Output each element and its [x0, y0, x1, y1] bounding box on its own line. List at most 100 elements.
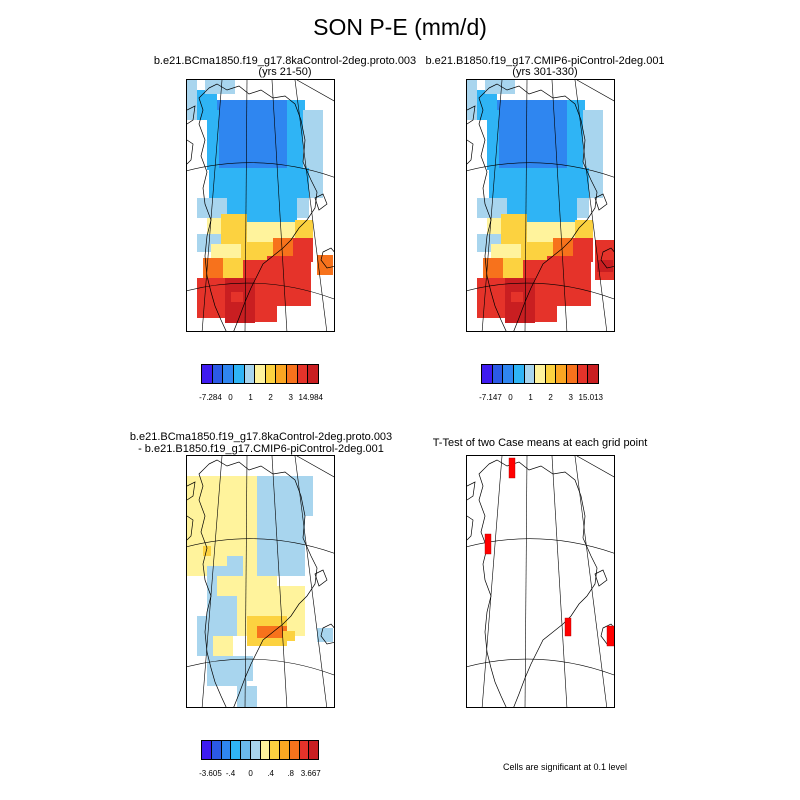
field-cell: [535, 282, 557, 322]
field-cell: [567, 100, 585, 170]
field-cell: [209, 168, 309, 198]
field-cell: [203, 546, 211, 556]
field-cell: [485, 80, 515, 94]
field-cell: [491, 244, 521, 258]
latitude-line: [296, 456, 334, 478]
panel3-map-svg: [187, 456, 334, 707]
meridian-line: [201, 80, 223, 331]
field-cell: [273, 238, 295, 260]
colorbar-swatch: [577, 365, 589, 383]
colorbar-tick-label: 3: [568, 393, 573, 402]
panel4-map-svg: [467, 456, 614, 707]
field-cell: [283, 631, 295, 641]
latitude-line: [576, 456, 614, 478]
meridian-line: [481, 80, 503, 331]
iceland-coastline: [320, 623, 334, 645]
colorbar-swatch: [223, 365, 234, 383]
colorbar-swatch: [231, 741, 241, 759]
colorbar-swatch: [202, 741, 212, 759]
field-cell: [207, 218, 221, 234]
colorbar-tick-label: 1: [248, 393, 253, 402]
ttest-note: Cells are significant at 0.1 level: [502, 762, 628, 772]
island-coastline: [467, 105, 476, 125]
field-cell: [483, 258, 503, 278]
field-cell: [487, 218, 501, 234]
field-cell: [187, 80, 197, 120]
meridian-line: [271, 456, 288, 707]
colorbar-swatch: [202, 365, 213, 383]
colorbar-swatch: [260, 741, 271, 759]
colorbar-tick-label: -7.284: [199, 393, 222, 402]
colorbar-swatch: [588, 365, 599, 383]
colorbar-tick-label: 0: [508, 393, 513, 402]
field-cell: [241, 242, 273, 262]
colorbar-swatch: [250, 741, 261, 759]
field-cell: [521, 242, 553, 262]
meridian-line: [244, 456, 248, 707]
field-cell: [223, 258, 243, 278]
panel3-subtitle: - b.e21.B1850.f19_g17.CMIP6-piControl-2d…: [138, 443, 384, 455]
colorbar-swatch: [556, 365, 568, 383]
colorbar-tick-label: 0: [228, 393, 233, 402]
iceland-coastline: [320, 247, 334, 269]
field-cell: [297, 198, 309, 218]
latitude-line: [467, 538, 614, 554]
greenland-coastline: [478, 83, 598, 331]
island-coastline: [187, 139, 194, 165]
colorbar-swatch: [265, 365, 277, 383]
figure-title: SON P-E (mm/d): [313, 14, 487, 40]
colorbar-swatch: [545, 365, 557, 383]
latitude-line: [296, 80, 334, 102]
colorbar-swatch: [299, 741, 310, 759]
field-cell: [317, 628, 333, 642]
meridian-line: [294, 456, 328, 707]
meridian-line: [481, 456, 503, 707]
field-cell: [527, 222, 577, 242]
iceland-coastline: [600, 623, 614, 645]
colorbar-tick-label: -.4: [225, 769, 236, 778]
panel1-map-svg: [187, 80, 334, 331]
significant-cell: [606, 625, 614, 647]
colorbar-tick-label: .8: [287, 769, 295, 778]
field-cell: [187, 476, 257, 576]
field-cell: [205, 80, 235, 94]
colorbar-tick-label: 3: [288, 393, 293, 402]
field-cell: [197, 278, 225, 318]
field-cell: [221, 214, 247, 244]
field-cell: [295, 220, 313, 240]
colorbar-tick-label: 2: [548, 393, 553, 402]
colorbar-tick-label: 2: [268, 393, 273, 402]
field-cell: [501, 214, 527, 244]
panel2-map-svg: [467, 80, 614, 331]
field-cell: [231, 292, 243, 302]
significant-cell: [484, 533, 492, 555]
colorbar-swatch: [289, 741, 300, 759]
panel1-title: b.e21.BCma1850.f19_g17.8kaControl-2deg.p…: [153, 55, 417, 67]
field-cell: [247, 222, 297, 242]
colorbar-swatch: [567, 365, 578, 383]
island-coastline: [187, 515, 194, 541]
field-cell: [257, 476, 313, 516]
colorbar-swatch: [233, 365, 245, 383]
island-coastline: [314, 193, 328, 211]
colorbar-swatch: [244, 365, 256, 383]
field-cell: [523, 260, 547, 282]
island-coastline: [187, 105, 196, 125]
latitude-line: [467, 658, 614, 676]
field-cell: [503, 258, 523, 278]
panel1-subtitle: (yrs 21-50): [258, 66, 312, 78]
panel1-map: [186, 79, 335, 332]
colorbar-tick-label: 14.984: [298, 393, 323, 402]
significant-cell: [564, 617, 572, 637]
meridian-line: [271, 80, 288, 331]
latitude-line: [187, 162, 334, 178]
field-cell: [309, 168, 323, 198]
field-cell: [211, 244, 241, 258]
field-cell: [257, 516, 305, 576]
colorbar-tick-label: 1: [528, 393, 533, 402]
colorbar-panel2: [481, 364, 599, 384]
field-cell: [597, 260, 613, 272]
colorbar-swatch: [280, 741, 290, 759]
significant-cell: [508, 457, 516, 479]
panel3-title: b.e21.BCma1850.f19_g17.8kaControl-2deg.p…: [129, 431, 393, 443]
